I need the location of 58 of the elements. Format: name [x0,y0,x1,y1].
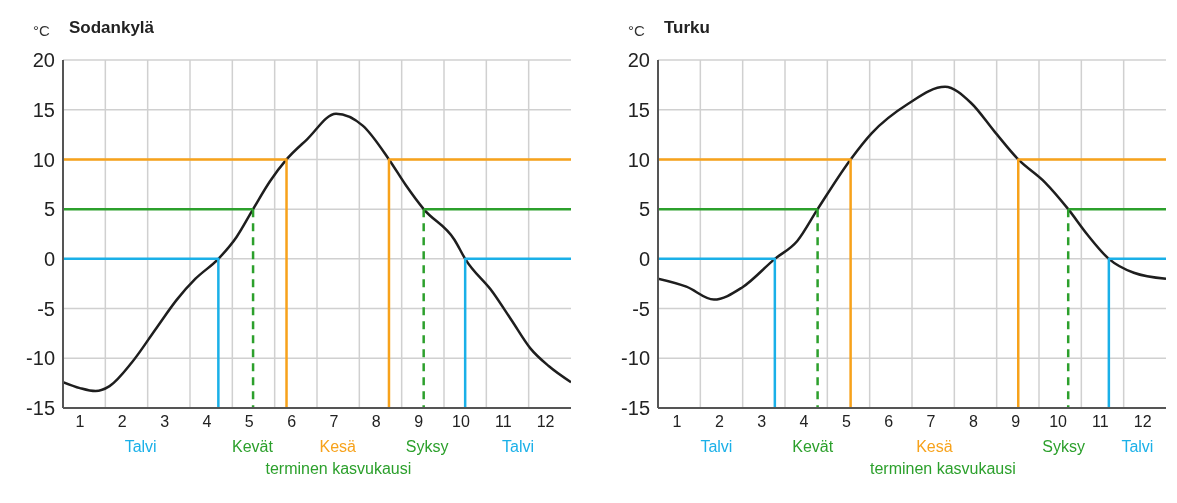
text: Syksy [405,438,449,456]
text: Talvi [700,438,733,456]
x-tick-label: 2 [117,413,127,431]
text: terminen kasvukausi [869,460,1016,478]
x-tick-label: 7 [926,413,936,431]
y-tick-label: -5 [37,297,55,320]
x-tick-label: 4 [202,413,212,431]
y-tick-label: 20 [627,49,650,72]
x-tick-label: 10 [1049,413,1068,431]
y-tick-label: -15 [621,397,650,420]
y-tick-label: 10 [32,148,55,171]
text: Talvi [502,438,535,456]
text: Kevät [792,438,834,456]
x-tick-label: 6 [884,413,894,431]
y-axis-title: °C [628,22,645,39]
y-tick-label: -5 [632,297,650,320]
y-tick-label: -10 [621,347,650,370]
text: Kesä [916,438,953,456]
x-tick-label: 10 [452,413,470,431]
x-tick-label: 12 [1133,413,1152,431]
y-tick-label: 15 [627,98,650,121]
x-tick-label: 11 [1092,413,1109,431]
chart-title: Sodankylä [69,18,155,38]
x-tick-label: 6 [287,413,297,431]
x-tick-label: 9 [1011,413,1021,431]
x-tick-label: 7 [329,413,339,431]
x-tick-label: 11 [494,413,512,431]
x-tick-label: 3 [160,413,170,431]
x-tick-label: 9 [414,413,424,431]
x-tick-label: 12 [536,413,555,431]
line-series [63,112,571,393]
y-axis-title: °C [33,22,50,39]
text: Syksy [1042,438,1085,456]
y-tick-label: 15 [32,98,55,121]
x-tick-label: 4 [799,413,809,431]
text: terminen kasvukausi [265,460,412,478]
x-tick-label: 1 [672,413,682,431]
x-tick-label: 8 [371,413,381,431]
x-tick-label: 3 [757,413,767,431]
y-tick-label: 20 [32,49,55,72]
y-tick-label: 5 [638,198,650,221]
x-tick-label: 8 [968,413,978,431]
y-tick-label: 0 [638,247,650,270]
text: Kevät [231,438,273,456]
x-tick-label: 5 [841,413,851,431]
y-tick-label: 5 [43,198,55,221]
y-tick-label: -10 [26,347,55,370]
y-tick-label: -15 [26,397,55,420]
y-tick-label: 10 [627,148,650,171]
x-tick-label: 5 [244,413,254,431]
x-tick-label: 1 [75,413,85,431]
chart-title: Turku [664,18,710,38]
x-tick-label: 2 [714,413,724,431]
line-series [658,85,1166,301]
text: Kesä [319,438,356,456]
text: Talvi [1121,438,1154,456]
text: Talvi [124,438,157,456]
y-tick-label: 0 [43,247,55,270]
